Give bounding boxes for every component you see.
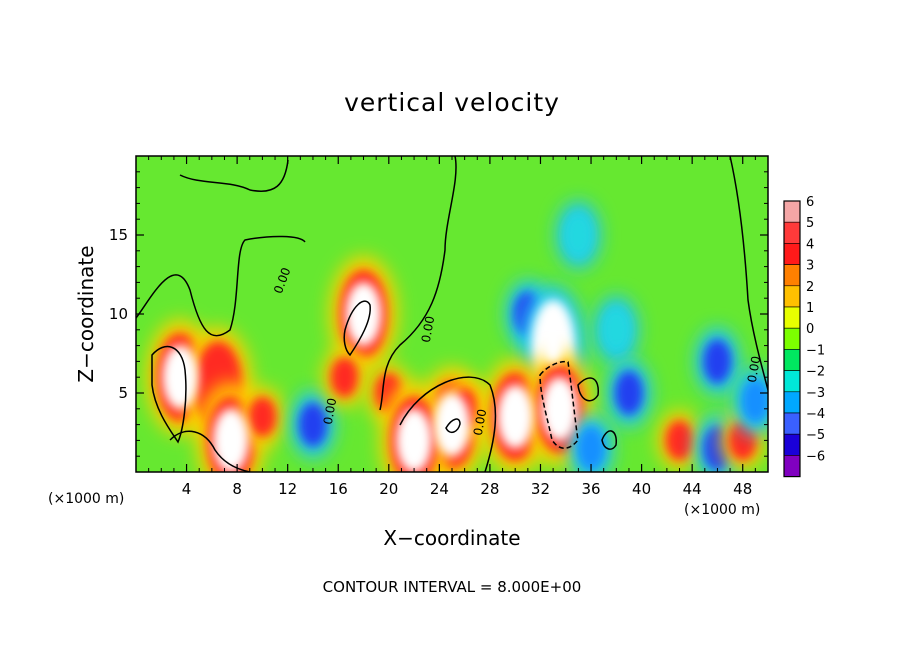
colorbar-label: −5 (806, 428, 825, 443)
positive-contour (343, 300, 371, 357)
field-core (248, 396, 277, 437)
zero-contour (577, 377, 599, 402)
colorbar-label: 2 (806, 280, 814, 295)
positive-contour (445, 418, 461, 434)
x-axis-title: X−coordinate (383, 526, 521, 550)
negative-contour (539, 360, 579, 449)
contour-label: 0.00 (471, 408, 489, 437)
field-core (330, 357, 359, 398)
colorbar-cell (783, 327, 801, 350)
colorbar-label: −6 (806, 449, 825, 464)
field-extreme (162, 345, 199, 410)
colorbar-cell (783, 285, 801, 308)
colorbar-label: −4 (806, 407, 825, 422)
field-extreme (434, 392, 470, 457)
x-tick-label: 4 (182, 480, 192, 498)
x-tick-label: 32 (531, 480, 550, 498)
colorbar-cell (783, 370, 801, 393)
colorbar-label: 0 (806, 322, 814, 337)
contour-label: 0.00 (321, 397, 339, 426)
x-tick-label: 20 (379, 480, 398, 498)
field-extreme (396, 408, 433, 472)
colorbar-cell (783, 200, 801, 223)
field-extreme (543, 327, 564, 364)
zero-contour (729, 156, 768, 391)
colorbar-frame (783, 200, 801, 478)
x-tick-label: 8 (232, 480, 242, 498)
positive-contour (151, 345, 187, 444)
contour-interval-note: CONTOUR INTERVAL = 8.000E+00 (322, 578, 582, 596)
x-tick-label: 12 (278, 480, 297, 498)
field-core (602, 307, 631, 352)
colorbar-label: 6 (806, 195, 814, 210)
zero-contour (399, 376, 497, 472)
field-core (298, 402, 327, 447)
field-core (703, 339, 732, 384)
zero-contour (136, 235, 306, 337)
x-tick-label: 36 (581, 480, 600, 498)
colorbar-label: 3 (806, 259, 814, 274)
contour-label: 0.00 (745, 355, 763, 384)
colorbar-cell (783, 349, 801, 371)
field-extreme (541, 376, 578, 441)
colorbar-label: −2 (806, 365, 825, 380)
colorbar-cell (783, 243, 801, 265)
contour-label: 0.00 (419, 315, 437, 344)
colorbar-cell (783, 412, 801, 435)
colorbar-cell (783, 306, 801, 329)
zero-contour (601, 430, 617, 450)
zero-contour (379, 156, 457, 411)
x-tick-label: 16 (329, 480, 348, 498)
x-tick-label: 24 (430, 480, 449, 498)
x-tick-label: 44 (683, 480, 702, 498)
colorbar-label: −3 (806, 386, 825, 401)
x-unit-label-right: (×1000 m) (684, 502, 761, 518)
y-tick-label: 5 (118, 384, 128, 402)
colorbar: 6 5 4 3 2 1 0 −1 −2 −3 −4 −5 −6 (783, 195, 825, 478)
x-tick-label: 40 (632, 480, 651, 498)
colorbar-cell (783, 433, 801, 456)
field-extreme (497, 384, 534, 449)
velocity-field (136, 156, 768, 472)
zero-contour (179, 159, 289, 192)
colorbar-label: 4 (806, 237, 814, 252)
colorbar-label: 1 (806, 301, 814, 316)
colorbar-label: 5 (806, 216, 814, 231)
field-core (577, 426, 606, 471)
colorbar-cell (783, 455, 801, 477)
field-extreme (345, 282, 382, 346)
colorbar-label: −1 (806, 343, 825, 358)
field-core (564, 213, 593, 257)
zero-contour (169, 430, 251, 472)
field-core (665, 420, 694, 461)
chart-title: vertical velocity (344, 88, 560, 117)
colorbar-cell (783, 264, 801, 287)
y-tick-label: 10 (109, 305, 128, 323)
field-core (614, 371, 643, 415)
colorbar-cell (783, 391, 801, 414)
y-tick-label: 15 (109, 226, 128, 244)
x-tick-label: 48 (733, 480, 752, 498)
x-tick-label: 28 (480, 480, 499, 498)
field-extreme (212, 408, 249, 472)
x-unit-label-left: (×1000 m) (48, 491, 125, 507)
field-core (741, 378, 768, 423)
colorbar-cell (783, 221, 801, 244)
